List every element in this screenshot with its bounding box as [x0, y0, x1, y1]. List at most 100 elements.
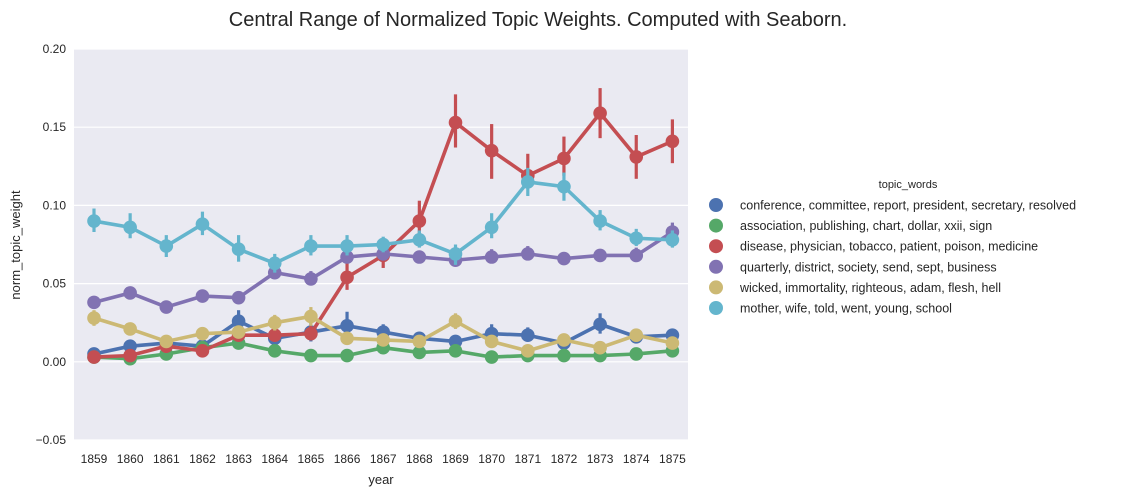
- data-point: [629, 347, 644, 361]
- data-point: [231, 325, 246, 339]
- legend-item: quarterly, district, society, send, sept…: [709, 259, 997, 274]
- data-point: [195, 326, 210, 341]
- x-tick-label: 1867: [370, 452, 397, 466]
- data-point: [412, 334, 427, 349]
- data-point: [484, 220, 499, 235]
- data-point: [412, 214, 427, 228]
- data-point: [521, 247, 535, 261]
- x-tick-label: 1865: [298, 452, 325, 466]
- data-point: [195, 344, 210, 358]
- data-point: [340, 319, 354, 333]
- data-point: [593, 248, 607, 263]
- data-point: [159, 239, 174, 253]
- data-point: [376, 237, 391, 252]
- y-tick-label: 0.10: [43, 198, 67, 212]
- y-tick-label: 0.00: [43, 355, 67, 369]
- data-point: [557, 333, 571, 347]
- chart-title: Central Range of Normalized Topic Weight…: [229, 9, 847, 31]
- data-point: [231, 290, 246, 305]
- y-tick-label: 0.20: [43, 42, 67, 56]
- legend: topic_words conference, committee, repor…: [709, 179, 1076, 316]
- legend-item: disease, physician, tobacco, patient, po…: [709, 239, 1038, 254]
- data-point: [593, 340, 607, 355]
- data-point: [448, 344, 463, 358]
- x-tick-label: 1864: [261, 452, 288, 466]
- x-tick-label: 1869: [442, 452, 469, 466]
- data-point: [412, 250, 427, 264]
- legend-marker: [709, 301, 723, 315]
- x-tick-labels: 1859 1860 1861 1862 1863 1864 1865 1866 1867 1868…: [81, 452, 686, 466]
- data-point: [267, 328, 282, 343]
- data-point: [340, 270, 354, 285]
- legend-item: conference, committee, report, president…: [709, 198, 1076, 213]
- data-point: [521, 344, 535, 358]
- data-point: [629, 231, 644, 246]
- data-point: [593, 214, 607, 228]
- legend-label: wicked, immortality, righteous, adam, fl…: [739, 281, 1001, 295]
- data-point: [448, 115, 463, 130]
- series-layer: [87, 88, 680, 366]
- data-point: [484, 250, 499, 264]
- data-point: [195, 289, 210, 303]
- y-tick-labels: 0.20 0.15 0.10 0.05 0.00 −0.05: [36, 42, 67, 447]
- data-point: [267, 315, 282, 330]
- x-tick-label: 1875: [659, 452, 686, 466]
- x-tick-label: 1871: [514, 452, 541, 466]
- data-point: [87, 350, 101, 364]
- y-axis-label: norm_topic_weight: [8, 190, 23, 300]
- grid-lines: [74, 48, 688, 441]
- data-point: [665, 233, 680, 247]
- data-point: [484, 334, 499, 349]
- data-point: [448, 314, 463, 328]
- series-group: [87, 167, 680, 273]
- legend-marker: [709, 218, 723, 233]
- data-point: [557, 151, 571, 166]
- x-tick-label: 1861: [153, 452, 180, 466]
- legend-marker: [709, 198, 723, 212]
- data-point: [484, 350, 499, 364]
- data-point: [123, 286, 137, 300]
- legend-item: association, publishing, chart, dollar, …: [709, 218, 992, 233]
- data-point: [340, 239, 354, 253]
- data-point: [448, 247, 463, 261]
- data-point: [87, 214, 101, 228]
- data-point: [557, 251, 571, 266]
- series-group: [87, 222, 680, 314]
- data-point: [123, 339, 137, 353]
- legend-label: association, publishing, chart, dollar, …: [740, 219, 992, 233]
- x-tick-label: 1859: [81, 452, 108, 466]
- x-tick-label: 1868: [406, 452, 433, 466]
- data-point: [557, 179, 571, 194]
- legend-items: conference, committee, report, president…: [709, 198, 1076, 316]
- data-point: [304, 348, 318, 363]
- legend-label: mother, wife, told, went, young, school: [740, 302, 952, 316]
- data-point: [448, 334, 463, 349]
- data-point: [304, 272, 318, 286]
- x-tick-label: 1862: [189, 452, 216, 466]
- y-tick-label: 0.15: [43, 120, 67, 134]
- legend-marker: [709, 239, 723, 254]
- data-point: [521, 175, 535, 189]
- x-tick-label: 1872: [551, 452, 578, 466]
- data-point: [87, 295, 101, 310]
- data-point: [484, 143, 499, 158]
- data-point: [123, 348, 137, 363]
- data-point: [521, 328, 535, 343]
- data-point: [340, 348, 354, 363]
- data-point: [123, 322, 137, 336]
- data-point: [267, 256, 282, 271]
- data-point: [593, 106, 607, 120]
- data-point: [159, 334, 174, 349]
- legend-label: quarterly, district, society, send, sept…: [740, 260, 997, 274]
- data-point: [665, 134, 680, 149]
- data-point: [593, 317, 607, 332]
- x-tick-label: 1866: [334, 452, 361, 466]
- legend-label: conference, committee, report, president…: [740, 199, 1076, 213]
- data-point: [159, 300, 174, 314]
- data-point: [304, 326, 318, 341]
- x-tick-label: 1860: [117, 452, 144, 466]
- data-point: [629, 150, 644, 164]
- data-point: [267, 344, 282, 358]
- data-point: [267, 265, 282, 280]
